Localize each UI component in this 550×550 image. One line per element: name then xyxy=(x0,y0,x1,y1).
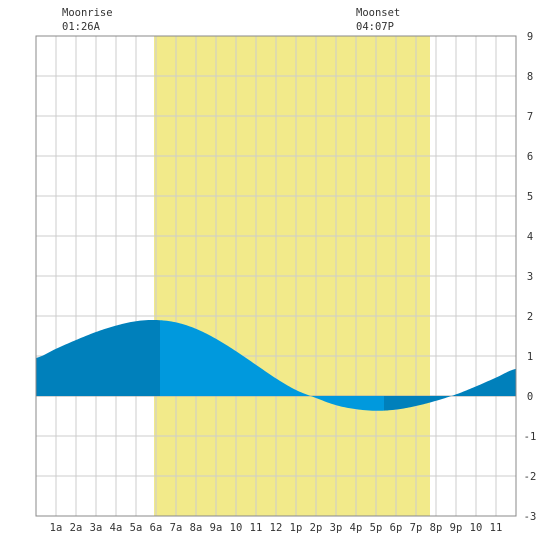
y-tick-label: 1 xyxy=(527,351,533,363)
y-tick-label: 7 xyxy=(527,111,533,123)
x-tick-label: 3a xyxy=(90,522,103,534)
y-tick-label: 0 xyxy=(527,391,533,403)
y-tick-label: 4 xyxy=(527,231,533,243)
x-tick-label: 1p xyxy=(290,522,303,534)
x-tick-label: 7a xyxy=(170,522,183,534)
x-tick-label: 5a xyxy=(130,522,143,534)
moonset-time: 04:07P xyxy=(356,21,394,33)
x-tick-label: 7p xyxy=(410,522,423,534)
y-tick-label: -2 xyxy=(524,471,537,483)
x-tick-label: 11 xyxy=(250,522,263,534)
plot-frame-layer xyxy=(35,35,517,517)
y-tick-label: 2 xyxy=(527,311,533,323)
x-tick-label: 9p xyxy=(450,522,463,534)
x-tick-label: 6p xyxy=(390,522,403,534)
x-tick-label: 10 xyxy=(230,522,243,534)
y-tick-label: -1 xyxy=(524,431,537,443)
x-tick-label: 10 xyxy=(470,522,483,534)
x-tick-label: 12 xyxy=(270,522,283,534)
x-tick-label: 5p xyxy=(370,522,383,534)
moonset-label: Moonset xyxy=(356,7,400,19)
tide-area-night-late xyxy=(384,368,516,411)
moonrise-time: 01:26A xyxy=(62,21,101,33)
x-tick-label: 1a xyxy=(50,522,63,534)
x-tick-label: 4p xyxy=(350,522,363,534)
y-tick-labels: 9 8 7 6 5 4 3 2 1 0 -1 -2 -3 xyxy=(524,31,537,523)
y-tick-label: 3 xyxy=(527,271,533,283)
y-tick-label: 5 xyxy=(527,191,533,203)
plot-frame xyxy=(35,35,517,517)
y-tick-label: 8 xyxy=(527,71,533,83)
y-tick-label: 9 xyxy=(527,31,533,43)
tide-area-layer xyxy=(36,319,516,411)
tide-area-day xyxy=(160,320,384,411)
x-tick-label: 8a xyxy=(190,522,203,534)
x-tick-label: 6a xyxy=(150,522,163,534)
x-tick-labels: 1a 2a 3a 4a 5a 6a 7a 8a 9a 10 11 12 1p 2p 3p 4p 5p 6p 7p 8p… xyxy=(50,522,503,534)
x-tick-label: 2p xyxy=(310,522,323,534)
x-tick-label: 4a xyxy=(110,522,123,534)
x-tick-label: 9a xyxy=(210,522,223,534)
x-tick-label: 3p xyxy=(330,522,343,534)
y-tick-label: 6 xyxy=(527,151,533,163)
y-tick-label: -3 xyxy=(524,511,537,523)
x-tick-label: 8p xyxy=(430,522,443,534)
tide-area-night-early xyxy=(36,319,160,396)
x-tick-label: 2a xyxy=(70,522,83,534)
moonrise-label: Moonrise xyxy=(62,7,113,19)
x-tick-label: 11 xyxy=(490,522,503,534)
